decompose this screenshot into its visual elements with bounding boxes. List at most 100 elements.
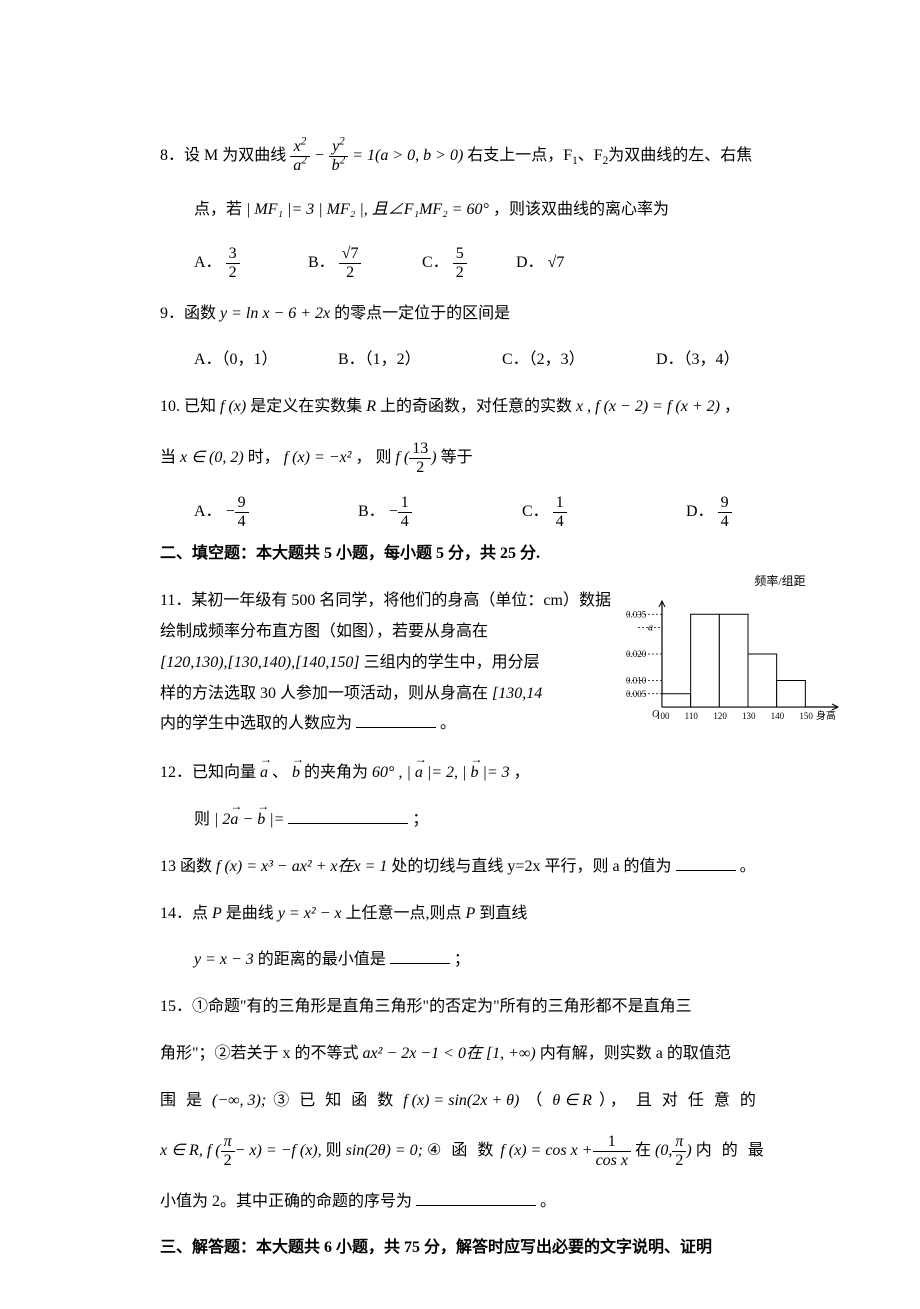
q10-fhalf-post: )	[431, 449, 436, 466]
q9-formula: y = ln x − 6 + 2x	[220, 305, 330, 322]
q15-l2: 角形"；②若关于 x 的不等式 ax² − 2x −1 < 0在 [1, +∞)…	[160, 1040, 780, 1069]
q14-stem-d: 到直线	[479, 905, 527, 922]
svg-text:a: a	[648, 622, 653, 633]
q15-l4fpi-pre: f (	[207, 1142, 221, 1159]
q15-l4g-pre: f (x) = cos x +	[500, 1142, 592, 1159]
chart-ylabel: 频率/组距	[720, 571, 840, 593]
q15-l2b: 内有解，则实数 a 的取值范	[540, 1045, 731, 1062]
q15-l3c: （	[526, 1092, 545, 1109]
q12-stem-e: ，	[514, 764, 530, 781]
q15-l4c: 在	[635, 1142, 651, 1159]
svg-text:140: 140	[771, 711, 785, 721]
q15-l4d: 内 的 最	[696, 1142, 767, 1159]
q15-l4: x ∈ R, f (π2− x) = −f (x), 则 sin(2θ) = 0…	[160, 1133, 780, 1169]
q13-blank[interactable]	[676, 870, 736, 871]
q12-vec-a: a	[260, 759, 268, 788]
q14-l2c: ；	[454, 951, 470, 968]
q15-l3d: ）， 且 对 任 意 的	[599, 1092, 759, 1109]
q10-optC: C． 14	[522, 494, 682, 530]
q15-l3f: f (x) = sin(2x + θ)	[403, 1092, 519, 1109]
q11-l4a: 样的方法选取 30 人参加一项活动，则从身高在	[160, 685, 488, 702]
q14-line: y = x − 3	[194, 951, 254, 968]
svg-text:150: 150	[799, 711, 813, 721]
q8-optA-num: 3	[226, 245, 240, 264]
q15-l5b: 。	[540, 1193, 556, 1210]
q8-optC: C． 52	[422, 245, 512, 281]
q15-l3b: ③ 已 知 函 数	[273, 1092, 396, 1109]
q8-eq: = 1(a > 0, b > 0)	[352, 147, 467, 164]
q14-stem-b: 是曲线	[226, 905, 274, 922]
q11-l5b: 。	[440, 715, 456, 732]
q10-l2c: ， 则	[355, 449, 391, 466]
q15-l3theta: θ ∈ R	[552, 1092, 592, 1109]
question-15-l1: 15．①命题"有的三角形是直角三角形"的否定为"所有的三角形都不是直角三	[160, 993, 780, 1022]
q12-stem-d: ,	[398, 764, 402, 781]
q14-l2b: 的距离的最小值是	[258, 951, 386, 968]
q8-frac1: x2a2	[290, 138, 310, 174]
q15-l4int-post: )	[686, 1142, 691, 1159]
q12-l2b: ；	[412, 811, 428, 828]
q8-stem-b: 右支上一点，F	[467, 147, 572, 164]
q8-options: A． 32 B． √72 C． 52 D． √7	[194, 245, 780, 281]
q12-blank[interactable]	[288, 823, 408, 824]
q8-optB: B． √72	[308, 245, 418, 281]
q10-x: x	[576, 398, 583, 415]
q8-frac2: y2b2	[329, 138, 349, 174]
q14-blank[interactable]	[390, 963, 450, 964]
question-10: 10. 已知 f (x) 是定义在实数集 R 上的奇函数，对任意的实数 x , …	[160, 393, 780, 422]
q15-l2a: 角形"；②若关于 x 的不等式	[160, 1045, 359, 1062]
q11-blank[interactable]	[356, 727, 436, 728]
q10-optD: D． 94	[686, 494, 732, 530]
q10-optA-l: A．	[194, 498, 222, 527]
question-8: 8．设 M 为双曲线 x2a2 − y2b2 = 1(a > 0, b > 0)…	[160, 138, 780, 174]
q15-l4int-den: 2	[672, 1152, 686, 1170]
q10-optA: A． −94	[194, 494, 354, 530]
histogram-svg: 0.0050.0100.0200.035aO100110120130140150…	[620, 595, 840, 725]
q8-optD: D． √7	[516, 249, 564, 278]
q15-l4fpi-den: 2	[221, 1152, 235, 1170]
q15-l4fpi-num: π	[221, 1133, 235, 1152]
q15-l2ineq: ax² − 2x −1 < 0在	[363, 1045, 482, 1062]
q10-line2: 当 x ∈ (0, 2) 时， f (x) = −x² ， 则 f (132) …	[160, 440, 780, 476]
q10-optB-den: 4	[398, 513, 412, 531]
section-2-heading: 二、填空题：本大题共 5 小题，每小题 5 分，共 25 分.	[160, 540, 780, 569]
q10-eq: f (x − 2) = f (x + 2)	[595, 398, 720, 415]
q15-l4a: 则	[326, 1142, 342, 1159]
q8-optB-num: √7	[339, 245, 362, 264]
q8-l2b: ，则该双曲线的离心率为	[493, 201, 669, 218]
question-14: 14．点 P 是曲线 y = x² − x 上任意一点,则点 P 到直线	[160, 900, 780, 929]
q10-optA-num: 9	[235, 494, 249, 513]
svg-text:130: 130	[742, 711, 756, 721]
q8-stem-a: 8．设 M 为双曲线	[160, 147, 286, 164]
q15-l4b: ④ 函 数	[427, 1142, 496, 1159]
q13-stem-b: 处的切线与直线 y=2x 平行，则 a 的值为	[391, 858, 671, 875]
q15-l4fpi-post: − x) = −f (x),	[235, 1142, 322, 1159]
q13-stem-c: 。	[740, 858, 756, 875]
q14-stem-a: 14．点	[160, 905, 208, 922]
q10-cond: x ∈ (0, 2)	[180, 449, 244, 466]
q10-optD-l: D．	[686, 498, 714, 527]
q10-optB-num: 1	[398, 494, 412, 513]
q8-l2a: 点，若	[194, 201, 242, 218]
q10-stem-a: 10. 已知	[160, 398, 216, 415]
q10-l2d: 等于	[441, 449, 473, 466]
q10-stem-c: 上的奇函数，对任意的实数	[380, 398, 572, 415]
svg-text:0.005: 0.005	[626, 688, 647, 698]
q8-optC-label: C．	[422, 249, 449, 278]
q8-optD-val: √7	[548, 249, 565, 278]
q14-P2: P	[466, 905, 476, 922]
q15-blank[interactable]	[416, 1205, 536, 1206]
q10-optB-l: B．	[358, 498, 385, 527]
q8-line2: 点，若 | MF₁ |= 3 | MF₂ |, 且∠F₁MF₂ = 60° ，则…	[194, 192, 780, 227]
q10-fx: f (x)	[220, 398, 246, 415]
histogram-chart: 频率/组距 0.0050.0100.0200.035aO100110120130…	[620, 571, 840, 735]
q8-optA-label: A．	[194, 249, 222, 278]
q9-optA: A．（0，1）	[194, 346, 334, 375]
q12-vec-b: b	[292, 759, 300, 788]
q11-l5a: 内的学生中选取的人数应为	[160, 715, 352, 732]
svg-text:身高: 身高	[816, 709, 836, 722]
q8-stem-c: 、F	[578, 147, 603, 164]
q8-optD-label: D．	[516, 249, 544, 278]
q8-stem-d: 为双曲线的左、右焦	[608, 147, 752, 164]
q8-optB-label: B．	[308, 249, 335, 278]
